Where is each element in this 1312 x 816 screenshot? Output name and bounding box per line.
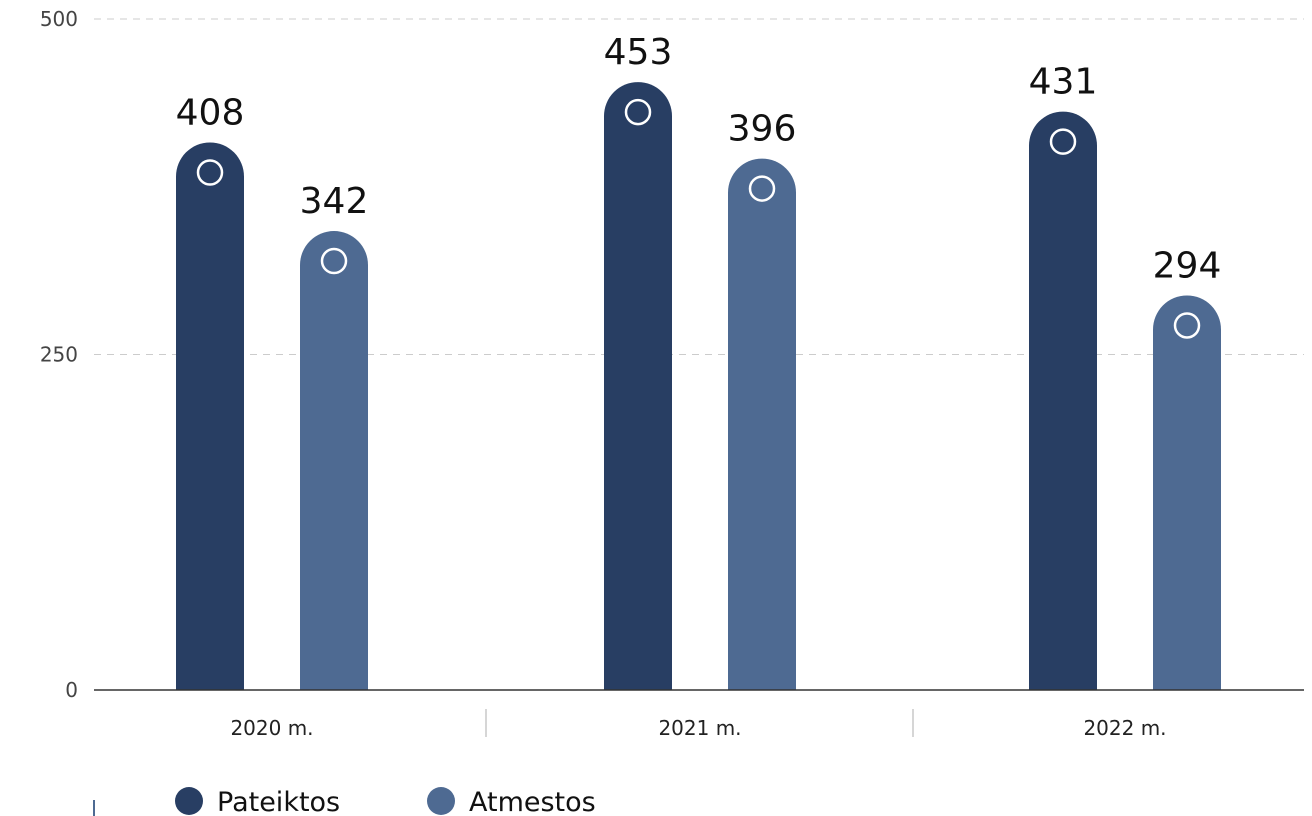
x-tick-label: 2022 m. xyxy=(1083,716,1166,740)
x-tick-label: 2020 m. xyxy=(230,716,313,740)
bar-marker-ring xyxy=(1173,312,1201,339)
bar-marker-ring xyxy=(624,98,652,126)
y-tick-label: 250 xyxy=(40,343,78,367)
bar-marker-ring xyxy=(320,247,348,275)
bar-pateiktos-1 xyxy=(604,82,672,691)
bar-atmestos-0 xyxy=(300,231,368,690)
legend-swatch-pateiktos xyxy=(175,787,203,815)
data-value-label: 453 xyxy=(604,32,673,73)
legend-label-atmestos: Atmestos xyxy=(469,787,596,816)
bars xyxy=(176,82,1221,691)
x-tick-label: 2021 m. xyxy=(658,716,741,740)
data-value-label: 431 xyxy=(1029,62,1098,103)
data-value-label: 342 xyxy=(300,181,369,222)
bar-atmestos-1 xyxy=(728,158,796,690)
legend: Pateiktos Atmestos xyxy=(93,787,596,816)
bar-marker-ring xyxy=(1049,128,1077,155)
value-labels: 408 453 431 342 396 294 xyxy=(176,32,1222,286)
y-tick-label: 500 xyxy=(40,7,78,31)
bar-pateiktos-2 xyxy=(1029,111,1097,690)
gridlines xyxy=(94,18,1304,355)
data-value-label: 396 xyxy=(728,109,797,150)
bar-marker-ring xyxy=(196,159,224,186)
data-value-label: 294 xyxy=(1153,245,1222,286)
bar-marker-ring xyxy=(748,175,776,202)
legend-label-pateiktos: Pateiktos xyxy=(217,787,340,816)
bar-atmestos-2 xyxy=(1153,295,1221,690)
data-value-label: 408 xyxy=(176,92,245,133)
y-tick-label: 0 xyxy=(65,678,78,702)
x-axis-ticks: 2020 m. 2021 m. 2022 m. xyxy=(230,709,1167,740)
legend-swatch-atmestos xyxy=(427,787,455,815)
y-axis-ticks: 0 250 500 xyxy=(40,7,78,702)
bar-pateiktos-0 xyxy=(176,142,244,691)
